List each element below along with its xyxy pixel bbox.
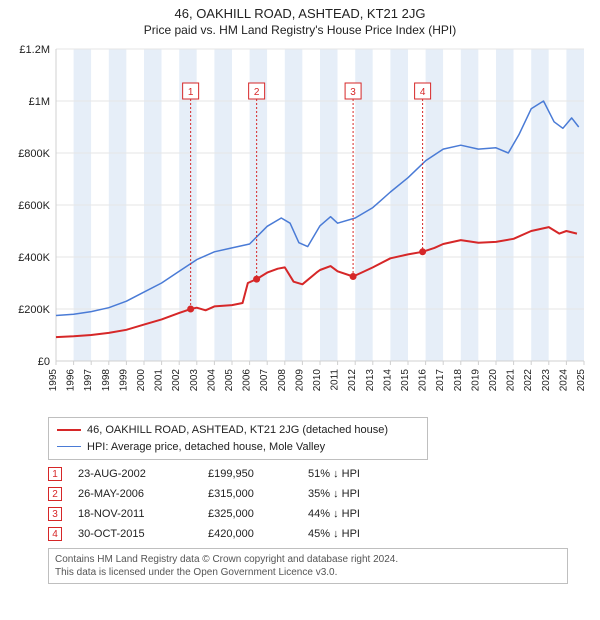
svg-text:2012: 2012: [347, 369, 358, 392]
transaction-price: £325,000: [208, 508, 308, 520]
transaction-row: 4 30-OCT-2015£420,00045% ↓ HPI: [48, 524, 592, 544]
transaction-diff: 44% ↓ HPI: [308, 508, 388, 520]
svg-text:2023: 2023: [541, 369, 552, 392]
svg-text:2016: 2016: [418, 369, 429, 392]
transaction-diff: 35% ↓ HPI: [308, 488, 388, 500]
svg-text:£800K: £800K: [18, 148, 50, 160]
svg-text:2022: 2022: [523, 369, 534, 392]
svg-text:£600K: £600K: [18, 200, 50, 212]
svg-text:1997: 1997: [83, 369, 94, 392]
page: 46, OAKHILL ROAD, ASHTEAD, KT21 2JG Pric…: [0, 0, 600, 620]
svg-text:1998: 1998: [101, 369, 112, 392]
legend-item: 46, OAKHILL ROAD, ASHTEAD, KT21 2JG (det…: [57, 422, 419, 439]
svg-text:2: 2: [254, 87, 260, 98]
svg-text:£1.2M: £1.2M: [19, 44, 50, 56]
chart-svg: £0 £200K £400K £600K £800K £1M £1.2M 1995 1996 19…: [8, 43, 592, 413]
svg-text:£200K: £200K: [18, 304, 50, 316]
transaction-price: £420,000: [208, 528, 308, 540]
chart-subtitle: Price paid vs. HM Land Registry's House …: [8, 23, 592, 37]
svg-text:1999: 1999: [118, 369, 129, 392]
svg-text:£0: £0: [38, 356, 50, 368]
legend-swatch: [57, 429, 81, 431]
svg-text:2001: 2001: [154, 369, 165, 392]
svg-text:2008: 2008: [277, 369, 288, 392]
transaction-diff: 51% ↓ HPI: [308, 468, 388, 480]
legend-item: HPI: Average price, detached house, Mole…: [57, 439, 419, 456]
price-chart: £0 £200K £400K £600K £800K £1M £1.2M 1995 1996 19…: [8, 43, 592, 413]
legend-label: HPI: Average price, detached house, Mole…: [87, 439, 325, 456]
transaction-marker: 1: [48, 467, 62, 481]
transaction-date: 30-OCT-2015: [78, 528, 208, 540]
license-line-1: Contains HM Land Registry data © Crown c…: [55, 553, 561, 566]
svg-text:£400K: £400K: [18, 252, 50, 264]
svg-text:2015: 2015: [400, 369, 411, 392]
legend: 46, OAKHILL ROAD, ASHTEAD, KT21 2JG (det…: [48, 417, 428, 460]
svg-text:2010: 2010: [312, 369, 323, 392]
transaction-diff: 45% ↓ HPI: [308, 528, 388, 540]
transaction-marker: 3: [48, 507, 62, 521]
title-block: 46, OAKHILL ROAD, ASHTEAD, KT21 2JG Pric…: [8, 4, 592, 43]
svg-text:£1M: £1M: [29, 96, 50, 108]
svg-text:2019: 2019: [470, 369, 481, 392]
transaction-price: £199,950: [208, 468, 308, 480]
svg-text:2000: 2000: [136, 369, 147, 392]
transaction-marker: 2: [48, 487, 62, 501]
transaction-date: 23-AUG-2002: [78, 468, 208, 480]
svg-text:2020: 2020: [488, 369, 499, 392]
svg-text:1: 1: [188, 87, 194, 98]
svg-text:2021: 2021: [506, 369, 517, 392]
transaction-row: 2 26-MAY-2006£315,00035% ↓ HPI: [48, 484, 592, 504]
transaction-date: 18-NOV-2011: [78, 508, 208, 520]
svg-text:2006: 2006: [242, 369, 253, 392]
transactions-table: 1 23-AUG-2002£199,95051% ↓ HPI 2 26-MAY-200…: [48, 464, 592, 544]
transaction-marker: 4: [48, 527, 62, 541]
transaction-row: 1 23-AUG-2002£199,95051% ↓ HPI: [48, 464, 592, 484]
svg-text:2003: 2003: [189, 369, 200, 392]
property-address: 46, OAKHILL ROAD, ASHTEAD, KT21 2JG: [8, 6, 592, 21]
svg-text:2004: 2004: [206, 369, 217, 392]
license-line-2: This data is licensed under the Open Gov…: [55, 566, 561, 579]
svg-text:1996: 1996: [66, 369, 77, 392]
svg-text:3: 3: [350, 87, 356, 98]
svg-text:2014: 2014: [382, 369, 393, 392]
svg-text:2025: 2025: [576, 369, 587, 392]
svg-text:2018: 2018: [453, 369, 464, 392]
svg-text:2024: 2024: [558, 369, 569, 392]
svg-text:2011: 2011: [330, 369, 341, 391]
svg-text:2009: 2009: [294, 369, 305, 392]
svg-text:1995: 1995: [48, 369, 59, 392]
svg-text:2002: 2002: [171, 369, 182, 392]
svg-text:4: 4: [420, 87, 426, 98]
transaction-row: 3 18-NOV-2011£325,00044% ↓ HPI: [48, 504, 592, 524]
svg-text:2013: 2013: [365, 369, 376, 392]
legend-label: 46, OAKHILL ROAD, ASHTEAD, KT21 2JG (det…: [87, 422, 388, 439]
license-box: Contains HM Land Registry data © Crown c…: [48, 548, 568, 584]
transaction-price: £315,000: [208, 488, 308, 500]
svg-text:2005: 2005: [224, 369, 235, 392]
svg-text:2007: 2007: [259, 369, 270, 392]
transaction-date: 26-MAY-2006: [78, 488, 208, 500]
legend-swatch: [57, 446, 81, 447]
svg-text:2017: 2017: [435, 369, 446, 392]
